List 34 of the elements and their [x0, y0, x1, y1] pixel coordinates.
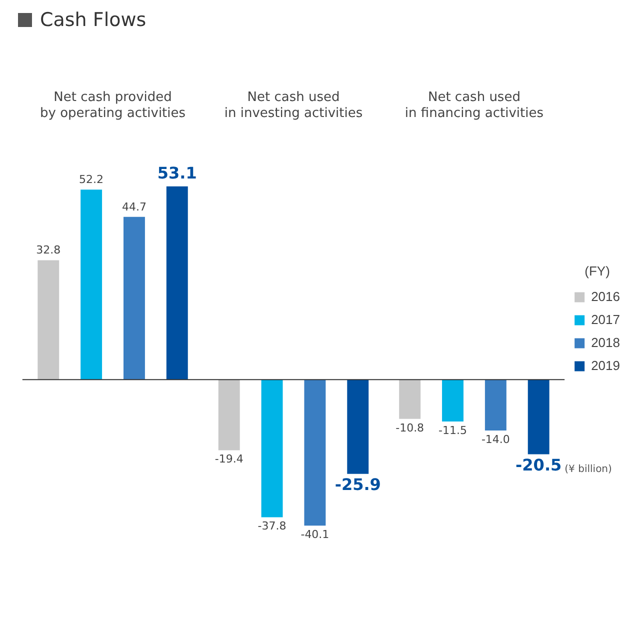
data-label: 44.7 [122, 200, 146, 214]
bar [261, 380, 283, 518]
legend-label: 2016 [591, 288, 620, 304]
bar [304, 380, 326, 526]
bar [123, 216, 145, 380]
bar [442, 380, 464, 422]
data-label: -14.0 [481, 432, 510, 446]
bar [399, 380, 421, 419]
bar [166, 186, 188, 380]
data-label: -37.8 [258, 520, 286, 533]
data-label: -40.1 [300, 528, 330, 541]
legend-label: 2017 [591, 312, 620, 327]
chart-title: Cash Flows [40, 9, 146, 31]
bar [347, 380, 369, 474]
data-label: 52.2 [79, 172, 104, 186]
data-label: -11.5 [438, 424, 467, 437]
data-label: -25.9 [334, 475, 381, 494]
legend-label: 2019 [591, 358, 620, 373]
data-label: -10.8 [396, 421, 424, 434]
data-label: -20.5 [516, 455, 562, 474]
bar [80, 190, 102, 380]
x-tick-label: Net cash used in investing activities [224, 90, 363, 121]
data-label: 53.1 [157, 163, 197, 182]
data-label: 32.8 [36, 244, 61, 257]
x-tick-label: Net cash provided by operating activities [40, 90, 186, 121]
bar [218, 380, 240, 450]
legend-label: 2018 [591, 334, 620, 350]
bar [484, 380, 506, 431]
data-label: -19.4 [214, 452, 244, 466]
text: (¥ billion) [564, 464, 612, 475]
x-tick-label: Net cash used in financing activities [404, 90, 544, 121]
bar [528, 380, 550, 454]
bar [38, 260, 60, 380]
legend-title: (FY) [584, 263, 610, 278]
